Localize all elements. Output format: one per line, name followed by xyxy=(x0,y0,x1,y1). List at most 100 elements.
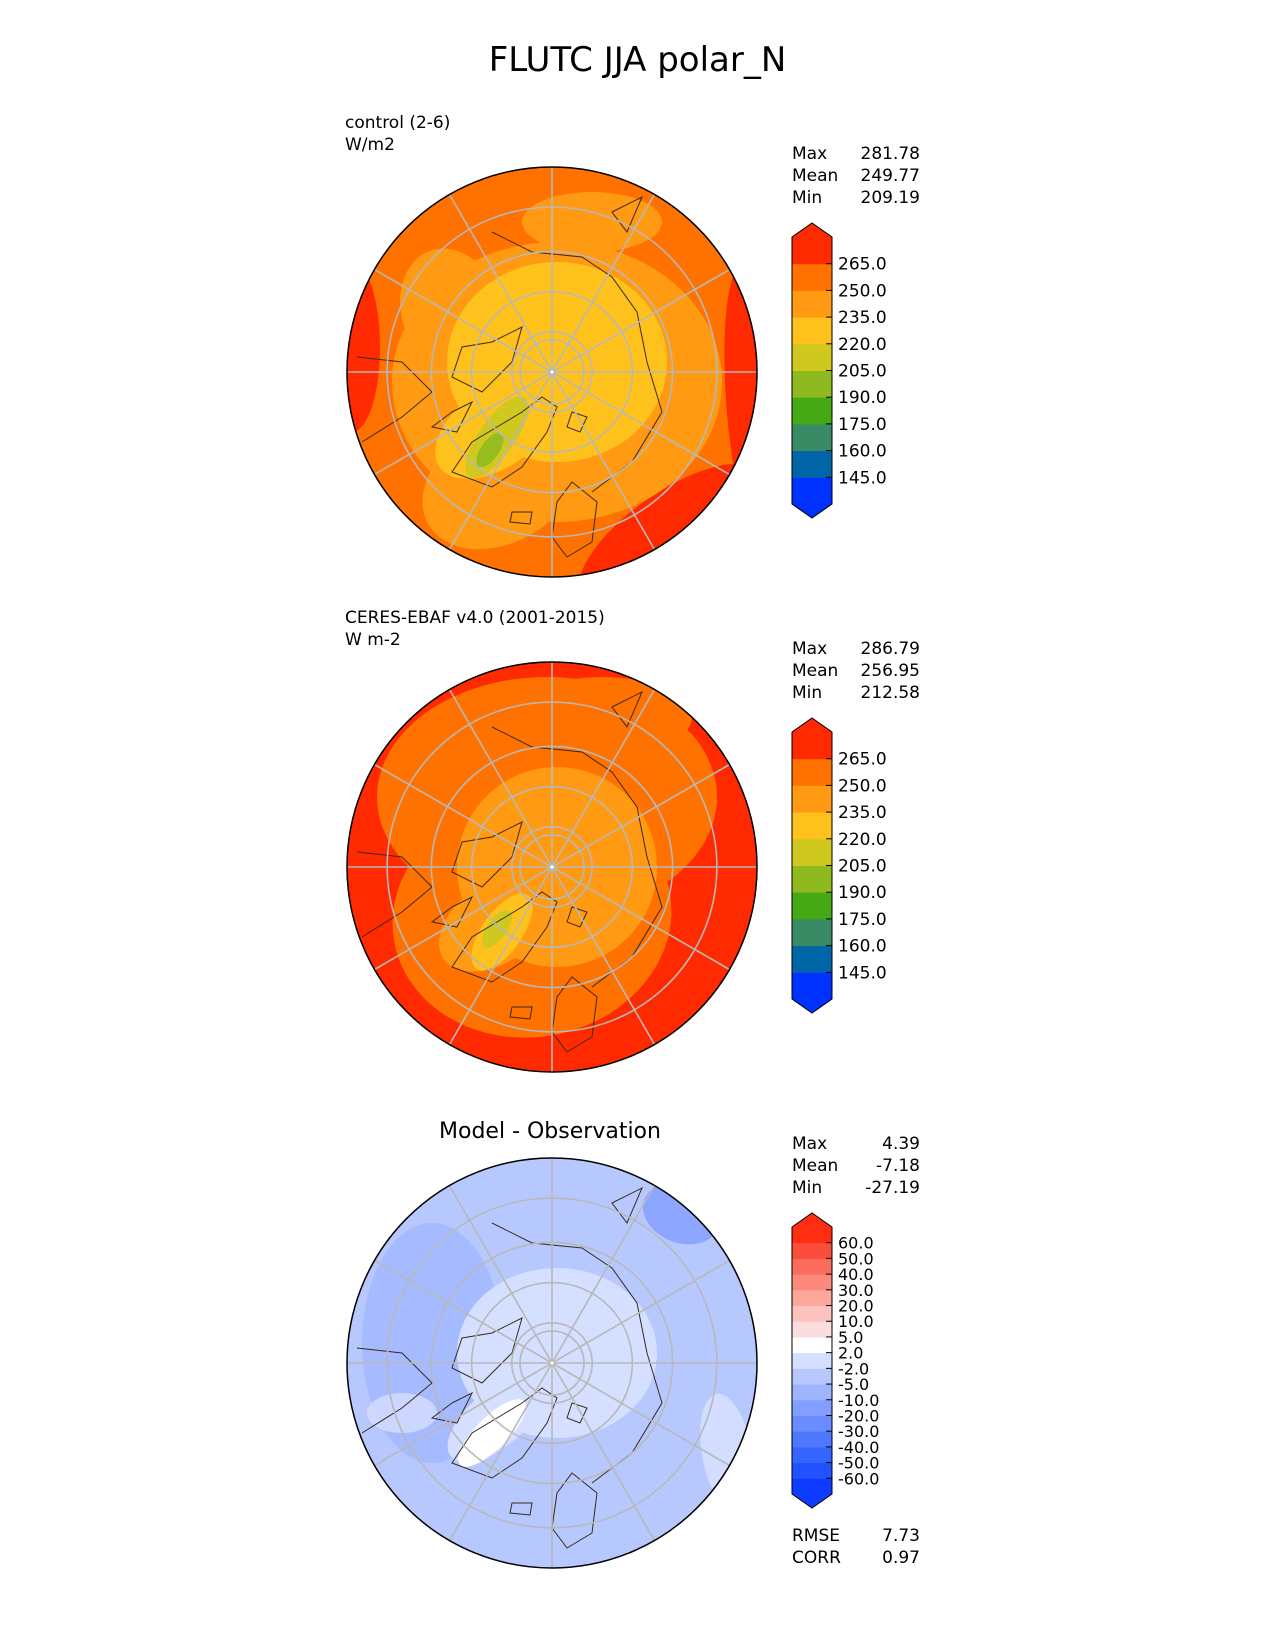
coastline-island xyxy=(430,400,474,433)
panel3-stats: Max 4.39 Mean -7.18 Min -27.19 xyxy=(792,1133,920,1199)
colorbar-segment xyxy=(792,1462,832,1479)
colorbar-segment xyxy=(792,1321,832,1338)
panel2-label: CERES-EBAF v4.0 (2001-2015) xyxy=(345,608,605,628)
colorbar-segment xyxy=(792,1336,832,1354)
panel1-stat-mean: Mean 249.77 xyxy=(792,166,920,186)
colorbar-segment xyxy=(792,758,832,786)
colorbar-1: 265.0 250.0 235.0 220.0 205.0 190.0 175.0 160.0… xyxy=(791,222,887,519)
coastline-iceland xyxy=(509,511,533,525)
colorbar-extend-top xyxy=(792,1213,832,1227)
colorbar-tick-label: 160.0 xyxy=(838,937,887,957)
panel1-label: control (2-6) xyxy=(345,113,451,133)
panel2-stat-min: Min 212.58 xyxy=(792,683,920,703)
colorbar-tick-label: 145.0 xyxy=(838,468,887,488)
colorbar-segment xyxy=(792,263,832,291)
colorbar-tick-label: 60.0 xyxy=(838,1234,874,1253)
panel2-stat-mean: Mean 256.95 xyxy=(792,661,920,681)
colorbar-tick-label: -50.0 xyxy=(838,1454,879,1473)
colorbar-tick-label: -40.0 xyxy=(838,1438,879,1457)
pole-marker xyxy=(550,370,554,374)
coastline-scandinavia xyxy=(551,481,598,558)
coastline-archipelago xyxy=(451,326,523,393)
colorbar-segment xyxy=(792,450,832,478)
coastline-island xyxy=(430,895,474,928)
panel3-stat-max: Max 4.39 xyxy=(792,1134,920,1154)
colorbar-segment xyxy=(792,838,832,866)
panel1-stats: Max 281.78 Mean 249.77 Min 209.19 xyxy=(792,143,920,209)
panel1-units: W/m2 xyxy=(345,135,395,155)
colorbar-segment xyxy=(792,865,832,893)
coastline-eurasia xyxy=(491,231,663,493)
colorbar-extend-bottom xyxy=(792,1494,832,1508)
colorbar-outline xyxy=(791,717,833,1014)
coastline-svalbard xyxy=(566,411,588,433)
panel3-stat-min: Min -27.19 xyxy=(792,1178,920,1198)
colorbar-tick-label: 235.0 xyxy=(838,308,887,328)
coastline-island xyxy=(430,1391,474,1424)
pole-marker xyxy=(550,865,554,869)
colorbar-tick-label: 2.0 xyxy=(838,1344,863,1363)
colorbar-tick-label: 250.0 xyxy=(838,281,887,301)
field-region xyxy=(512,677,692,757)
colorbar-tick-label: 190.0 xyxy=(838,883,887,903)
colorbar-segment xyxy=(792,237,832,265)
colorbar-segment xyxy=(792,290,832,318)
colorbar-outline xyxy=(791,222,833,519)
colorbar-tick-label: -10.0 xyxy=(838,1391,879,1410)
panel3-stat-mean: Mean -7.18 xyxy=(792,1156,920,1176)
coastline-scandinavia xyxy=(551,976,598,1053)
colorbar-segment xyxy=(792,477,832,505)
field-warm-region xyxy=(347,262,380,432)
panel2-units: W m-2 xyxy=(345,630,401,650)
colorbar-segment xyxy=(792,1258,832,1275)
colorbar-tick-label: 220.0 xyxy=(838,830,887,850)
map-border-2 xyxy=(346,661,758,1073)
coastline-svalbard xyxy=(566,906,588,928)
panel2-stats: Max 286.79 Mean 256.95 Min 212.58 xyxy=(792,638,920,704)
colorbar-extend-top xyxy=(792,718,832,732)
colorbar-tick-label: 40.0 xyxy=(838,1265,874,1284)
colorbar-3: 60.050.040.030.020.010.05.02.0-2.0-5.0-1… xyxy=(791,1212,879,1509)
field-region xyxy=(458,1399,526,1467)
figure-title: FLUTC JJA polar_N xyxy=(488,40,787,80)
coastline-greenland xyxy=(451,396,558,488)
panel3-extra-stats: RMSE 7.73 CORR 0.97 xyxy=(792,1525,920,1569)
pole-marker xyxy=(550,1361,554,1365)
colorbar-tick-label: 190.0 xyxy=(838,388,887,408)
map-border-1 xyxy=(346,166,758,578)
map-panel-2 xyxy=(347,662,757,1072)
panel2-header: CERES-EBAF v4.0 (2001-2015) W m-2 xyxy=(345,607,605,651)
colorbar-segment xyxy=(792,1415,832,1432)
colorbar-tick-label: 50.0 xyxy=(838,1249,874,1268)
coastline-archipelago xyxy=(451,821,523,888)
colorbar-segment xyxy=(792,423,832,452)
coastline-svalbard xyxy=(566,1402,588,1424)
colorbar-segment xyxy=(792,918,832,947)
map-panel-3 xyxy=(347,1158,757,1568)
colorbar-tick-label: -5.0 xyxy=(838,1375,869,1394)
colorbar-tick-label: 205.0 xyxy=(838,362,887,382)
colorbar-segment xyxy=(792,1384,832,1401)
colorbar-segment xyxy=(792,1431,832,1448)
colorbar-tick-label: 235.0 xyxy=(838,803,887,823)
colorbar-segment xyxy=(792,1478,832,1495)
colorbar-tick-label: 5.0 xyxy=(838,1328,863,1347)
colorbar-tick-label: -60.0 xyxy=(838,1469,879,1488)
colorbar-extend-bottom xyxy=(792,999,832,1013)
colorbar-segment xyxy=(792,1446,832,1464)
colorbar-segment xyxy=(792,1352,832,1369)
colorbar-tick-label: 145.0 xyxy=(838,963,887,983)
colorbar-tick-label: 30.0 xyxy=(838,1281,874,1300)
coastline-eurasia xyxy=(491,726,663,988)
colorbar-segment xyxy=(792,1305,832,1322)
colorbar-segment xyxy=(792,892,832,920)
colorbar-segment xyxy=(792,732,832,760)
field-region xyxy=(476,432,504,468)
panel3-stat-corr: CORR 0.97 xyxy=(792,1548,920,1568)
colorbar-tick-label: -30.0 xyxy=(838,1422,879,1441)
colorbar-segment xyxy=(792,1399,832,1416)
panel1-stat-max: Max 281.78 xyxy=(792,144,920,164)
colorbar-segment xyxy=(792,972,832,1000)
colorbar-tick-label: 20.0 xyxy=(838,1297,874,1316)
